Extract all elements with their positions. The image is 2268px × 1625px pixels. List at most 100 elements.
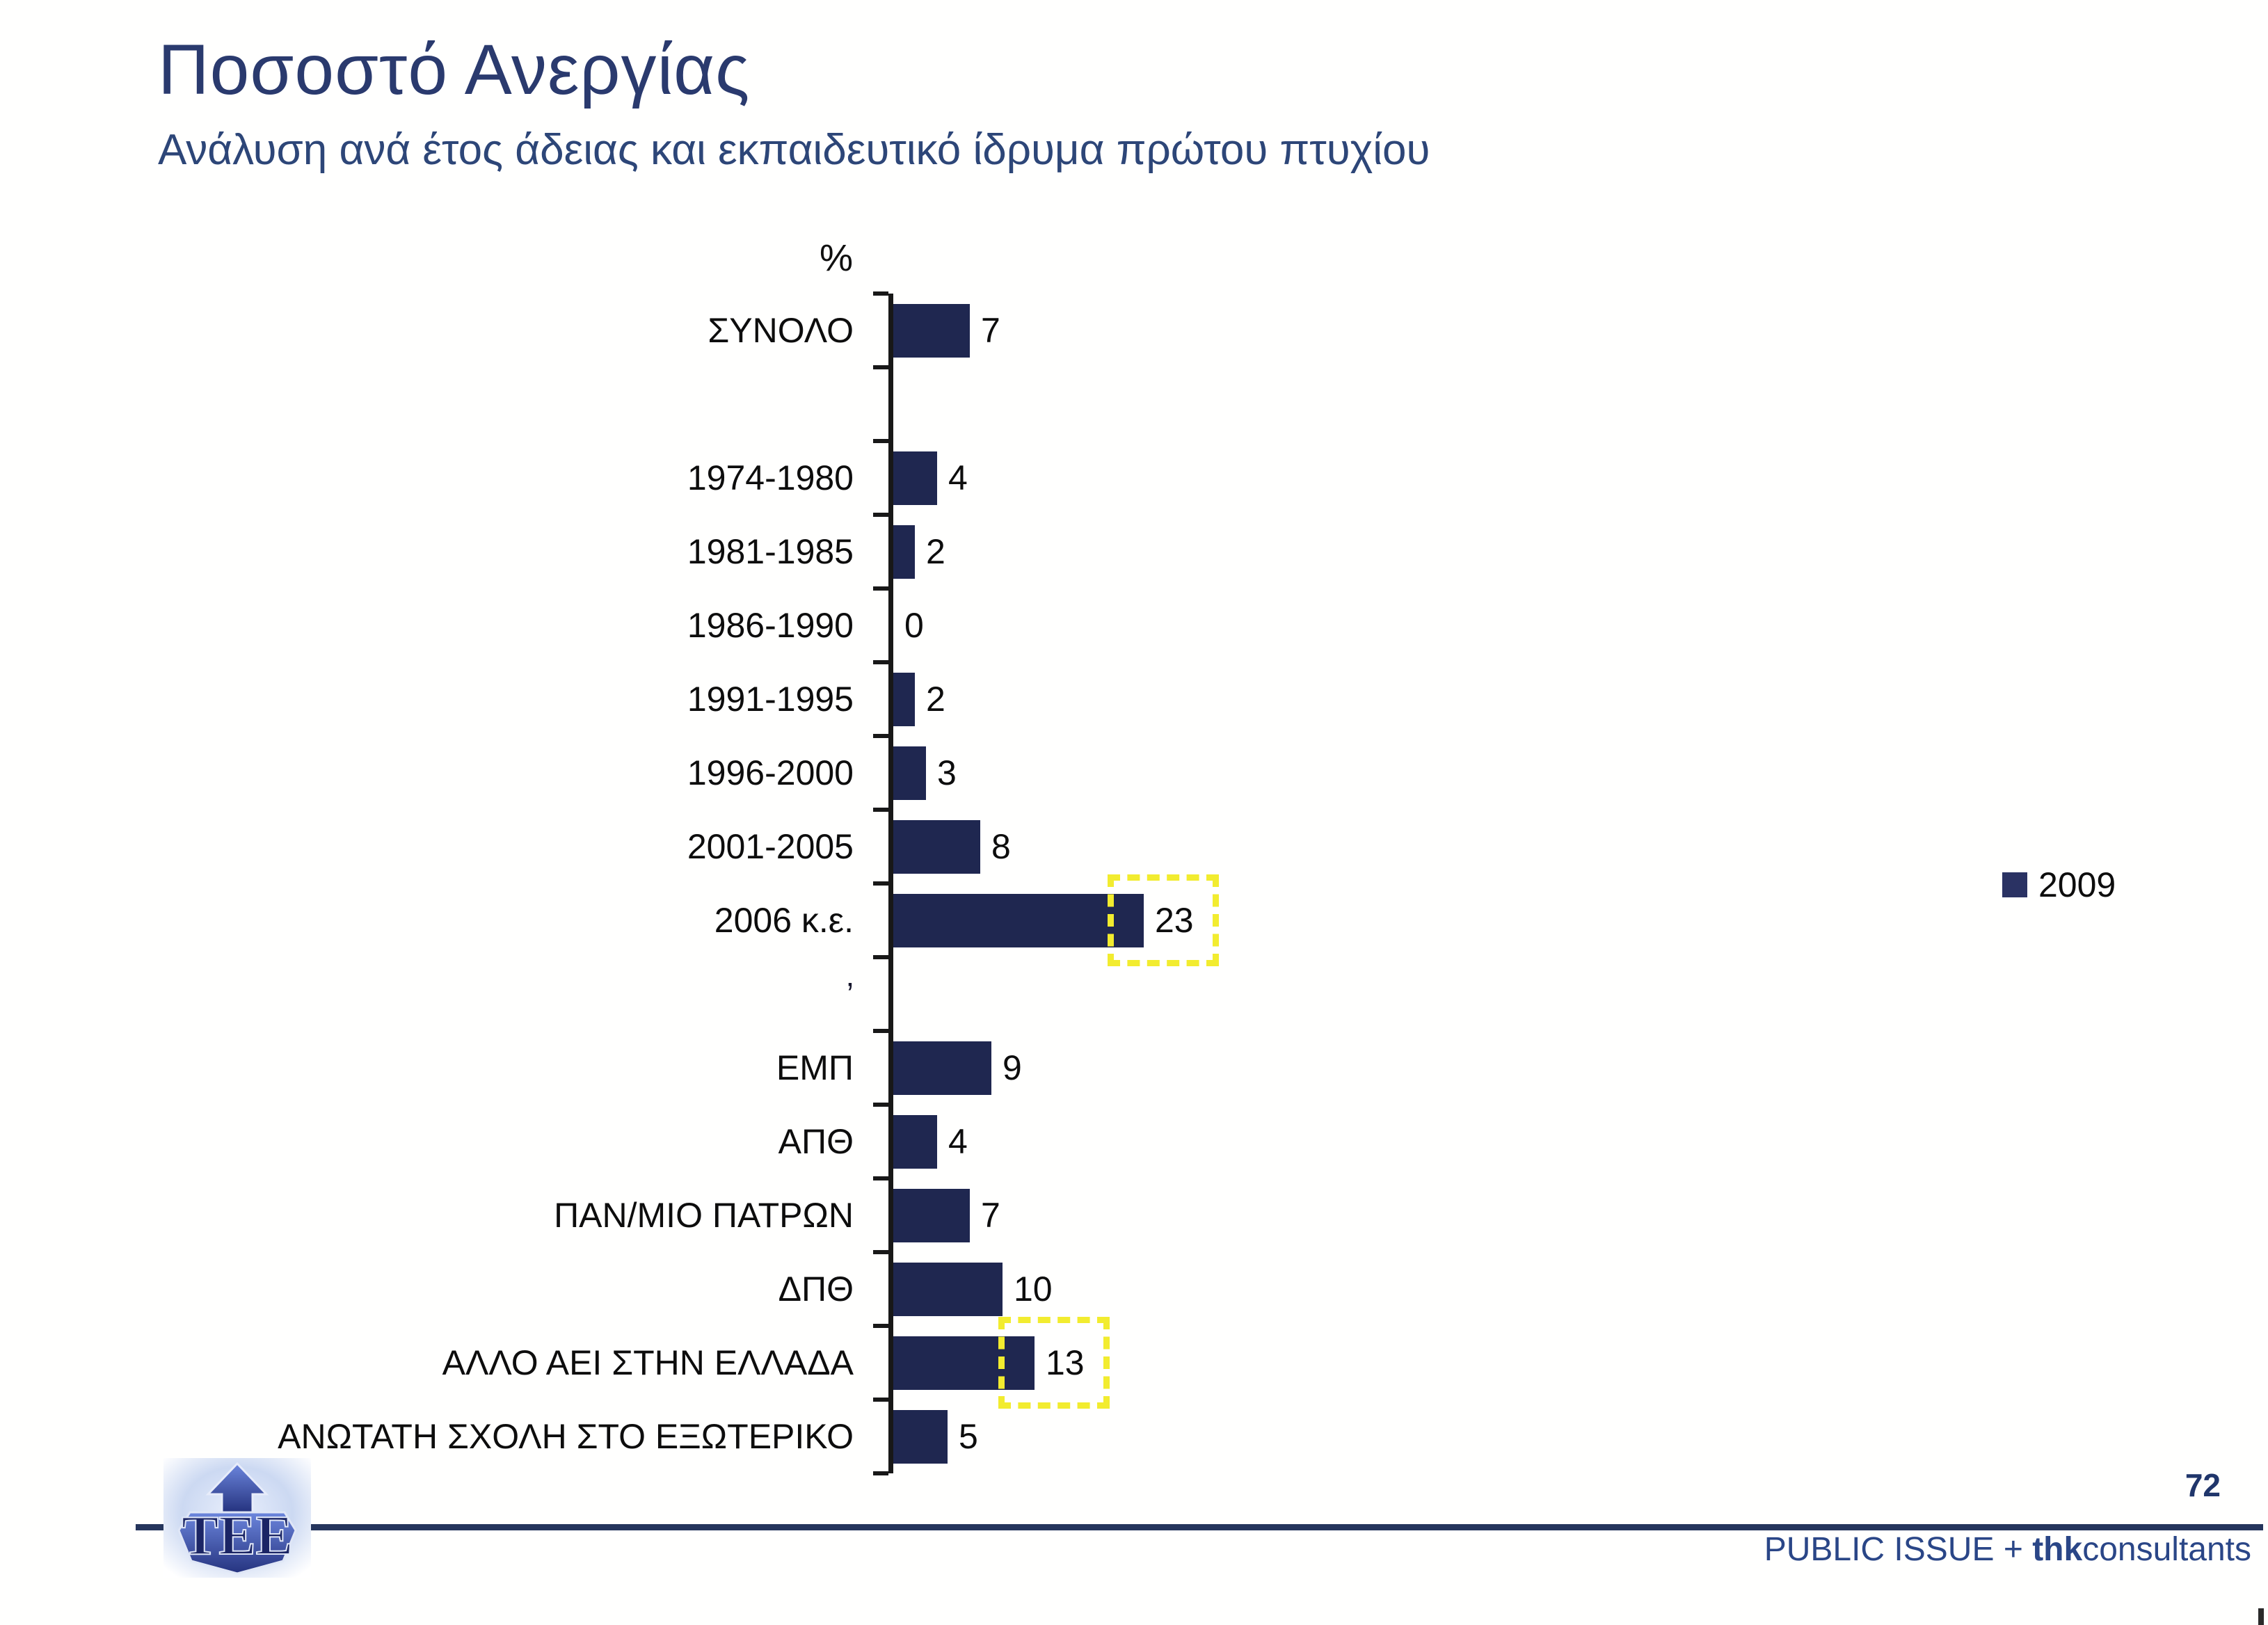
chart-row: 1974-1980 4 — [0, 441, 2268, 515]
value-label: 7 — [981, 1196, 1000, 1235]
chart-row: 1986-1990 0 — [0, 589, 2268, 662]
bar — [893, 303, 970, 358]
axis-tick — [873, 734, 888, 738]
bar — [893, 819, 980, 874]
chart-row: ΠΑΝ/ΜΙΟ ΠΑΤΡΩΝ 7 — [0, 1178, 2268, 1252]
axis-tick — [873, 881, 888, 886]
category-label: 2001-2005 — [687, 827, 854, 866]
brand-prefix: PUBLIC ISSUE + — [1764, 1531, 2033, 1568]
bar-cell: 5 — [893, 1400, 978, 1473]
bar-cell: 23 — [893, 874, 1219, 966]
highlight-box — [998, 1317, 1110, 1409]
axis-tick — [873, 1103, 888, 1107]
axis-tick — [873, 1398, 888, 1402]
legend-label: 2009 — [2038, 865, 2116, 904]
chart-rows: ΣΥΝΟΛΟ 7 1974-1980 4 1981-1985 2 1986-1990 0 199… — [0, 294, 2268, 1473]
value-label: 2 — [926, 680, 945, 719]
value-label: 5 — [959, 1417, 978, 1456]
value-label: 8 — [991, 827, 1011, 866]
value-label: 13 — [1046, 1343, 1085, 1382]
axis-tick — [873, 1471, 888, 1475]
bar-cell: 13 — [893, 1317, 1110, 1409]
axis-ticks — [873, 291, 888, 1475]
axis-tick — [873, 291, 888, 296]
category-label: 2006 κ.ε. — [714, 901, 854, 940]
bar — [893, 1188, 970, 1242]
category-label: 1981-1985 — [687, 532, 854, 571]
bar-cell: 7 — [893, 1178, 1000, 1252]
chart-row: ΑΛΛΟ ΑΕΙ ΣΤΗΝ ΕΛΛΑΔΑ 13 — [0, 1317, 2268, 1409]
page-subtitle: Ανάλυση ανά έτος άδειας και εκπαιδευτικό… — [158, 126, 1430, 174]
chart-row: ΑΝΩΤΑΤΗ ΣΧΟΛΗ ΣΤΟ ΕΞΩΤΕΡΙΚΟ 5 — [0, 1400, 2268, 1473]
value-label: 2 — [926, 532, 945, 571]
category-label: 1974-1980 — [687, 458, 854, 497]
chart-row: 2006 κ.ε. 23 — [0, 874, 2268, 966]
bar-cell: 3 — [893, 736, 957, 810]
logo-hexagon-icon — [177, 1511, 297, 1575]
footer-divider — [136, 1524, 2263, 1530]
axis-tick — [873, 660, 888, 664]
bar-cell: 7 — [893, 294, 1000, 367]
chart-row: ΣΥΝΟΛΟ 7 — [0, 294, 2268, 367]
bar-cell: 8 — [893, 810, 1011, 883]
chart-row: 2001-2005 8 — [0, 810, 2268, 883]
axis-unit-label: % — [820, 237, 854, 279]
category-label: ΑΝΩΤΑΤΗ ΣΧΟΛΗ ΣΤΟ ΕΞΩΤΕΡΙΚΟ — [278, 1417, 854, 1456]
page-title: Ποσοστό Ανεργίας — [158, 30, 751, 109]
axis-tick — [873, 1250, 888, 1254]
value-label: 4 — [948, 458, 968, 497]
bar — [893, 1262, 1003, 1316]
category-label: 1986-1990 — [687, 606, 854, 645]
value-label: 4 — [948, 1122, 968, 1161]
value-label: 7 — [981, 311, 1000, 350]
bar-cell: 9 — [893, 1031, 1022, 1105]
category-label: ’ — [846, 976, 854, 1012]
bar-cell: 0 — [893, 589, 924, 662]
bar — [893, 893, 1144, 947]
bar — [893, 746, 926, 800]
bar — [893, 672, 915, 726]
bar — [893, 1409, 948, 1464]
axis-tick — [873, 1029, 888, 1033]
brand-suffix: consultants — [2082, 1531, 2251, 1568]
category-label: ΔΠΘ — [778, 1270, 854, 1308]
axis-tick — [873, 586, 888, 591]
value-label: 3 — [937, 753, 957, 792]
value-label: 23 — [1155, 901, 1194, 940]
category-label: ΕΜΠ — [776, 1048, 854, 1087]
page-number: 72 — [2185, 1467, 2221, 1503]
y-axis-line — [888, 294, 893, 1473]
bar — [893, 451, 937, 505]
axis-tick — [873, 808, 888, 812]
bar — [893, 1336, 1035, 1390]
chart-row: ΔΠΘ 10 — [0, 1252, 2268, 1326]
axis-tick — [873, 513, 888, 517]
axis-tick — [873, 955, 888, 959]
bar-cell: 2 — [893, 662, 945, 736]
bar — [893, 1041, 991, 1095]
chart-row: 1996-2000 3 — [0, 736, 2268, 810]
chart-row: 1991-1995 2 — [0, 662, 2268, 736]
category-label: ΣΥΝΟΛΟ — [708, 311, 854, 350]
chart-legend: 2009 — [2002, 865, 2116, 905]
scan-artifact — [2258, 1608, 2264, 1625]
category-label: ΑΠΘ — [778, 1122, 854, 1161]
axis-tick — [873, 365, 888, 369]
logo-text: TEE — [182, 1505, 293, 1567]
axis-tick — [873, 1324, 888, 1328]
category-label: 1996-2000 — [687, 753, 854, 792]
bar — [893, 525, 915, 579]
category-label: 1991-1995 — [687, 680, 854, 719]
brand-bold: thk — [2032, 1531, 2083, 1568]
tee-logo: TEE — [163, 1458, 311, 1578]
category-label: ΑΛΛΟ ΑΕΙ ΣΤΗΝ ΕΛΛΑΔΑ — [442, 1343, 854, 1382]
category-label: ΠΑΝ/ΜΙΟ ΠΑΤΡΩΝ — [554, 1196, 854, 1235]
highlight-box — [1108, 874, 1219, 966]
value-label: 9 — [1003, 1048, 1022, 1087]
value-label: 10 — [1014, 1270, 1053, 1308]
bar — [893, 1114, 937, 1169]
chart-spacer-row: ’ — [0, 957, 2268, 1031]
bar-cell: 4 — [893, 441, 968, 515]
bar-cell: 2 — [893, 515, 945, 589]
chart-row: ΑΠΘ 4 — [0, 1105, 2268, 1178]
